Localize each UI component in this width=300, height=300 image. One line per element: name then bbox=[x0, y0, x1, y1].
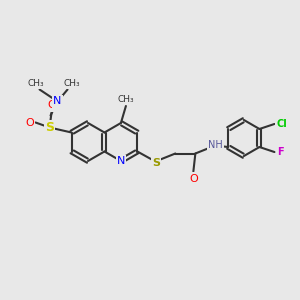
Text: O: O bbox=[189, 173, 198, 184]
Text: N: N bbox=[53, 97, 62, 106]
Text: CH₃: CH₃ bbox=[118, 94, 134, 103]
Text: O: O bbox=[47, 100, 56, 110]
Text: S: S bbox=[152, 158, 160, 167]
Text: Cl: Cl bbox=[276, 119, 287, 129]
Text: F: F bbox=[277, 147, 284, 157]
Text: CH₃: CH₃ bbox=[63, 79, 80, 88]
Text: S: S bbox=[45, 121, 54, 134]
Text: O: O bbox=[25, 118, 34, 128]
Text: CH₃: CH₃ bbox=[27, 79, 44, 88]
Text: N: N bbox=[117, 156, 125, 166]
Text: NH: NH bbox=[208, 140, 223, 149]
